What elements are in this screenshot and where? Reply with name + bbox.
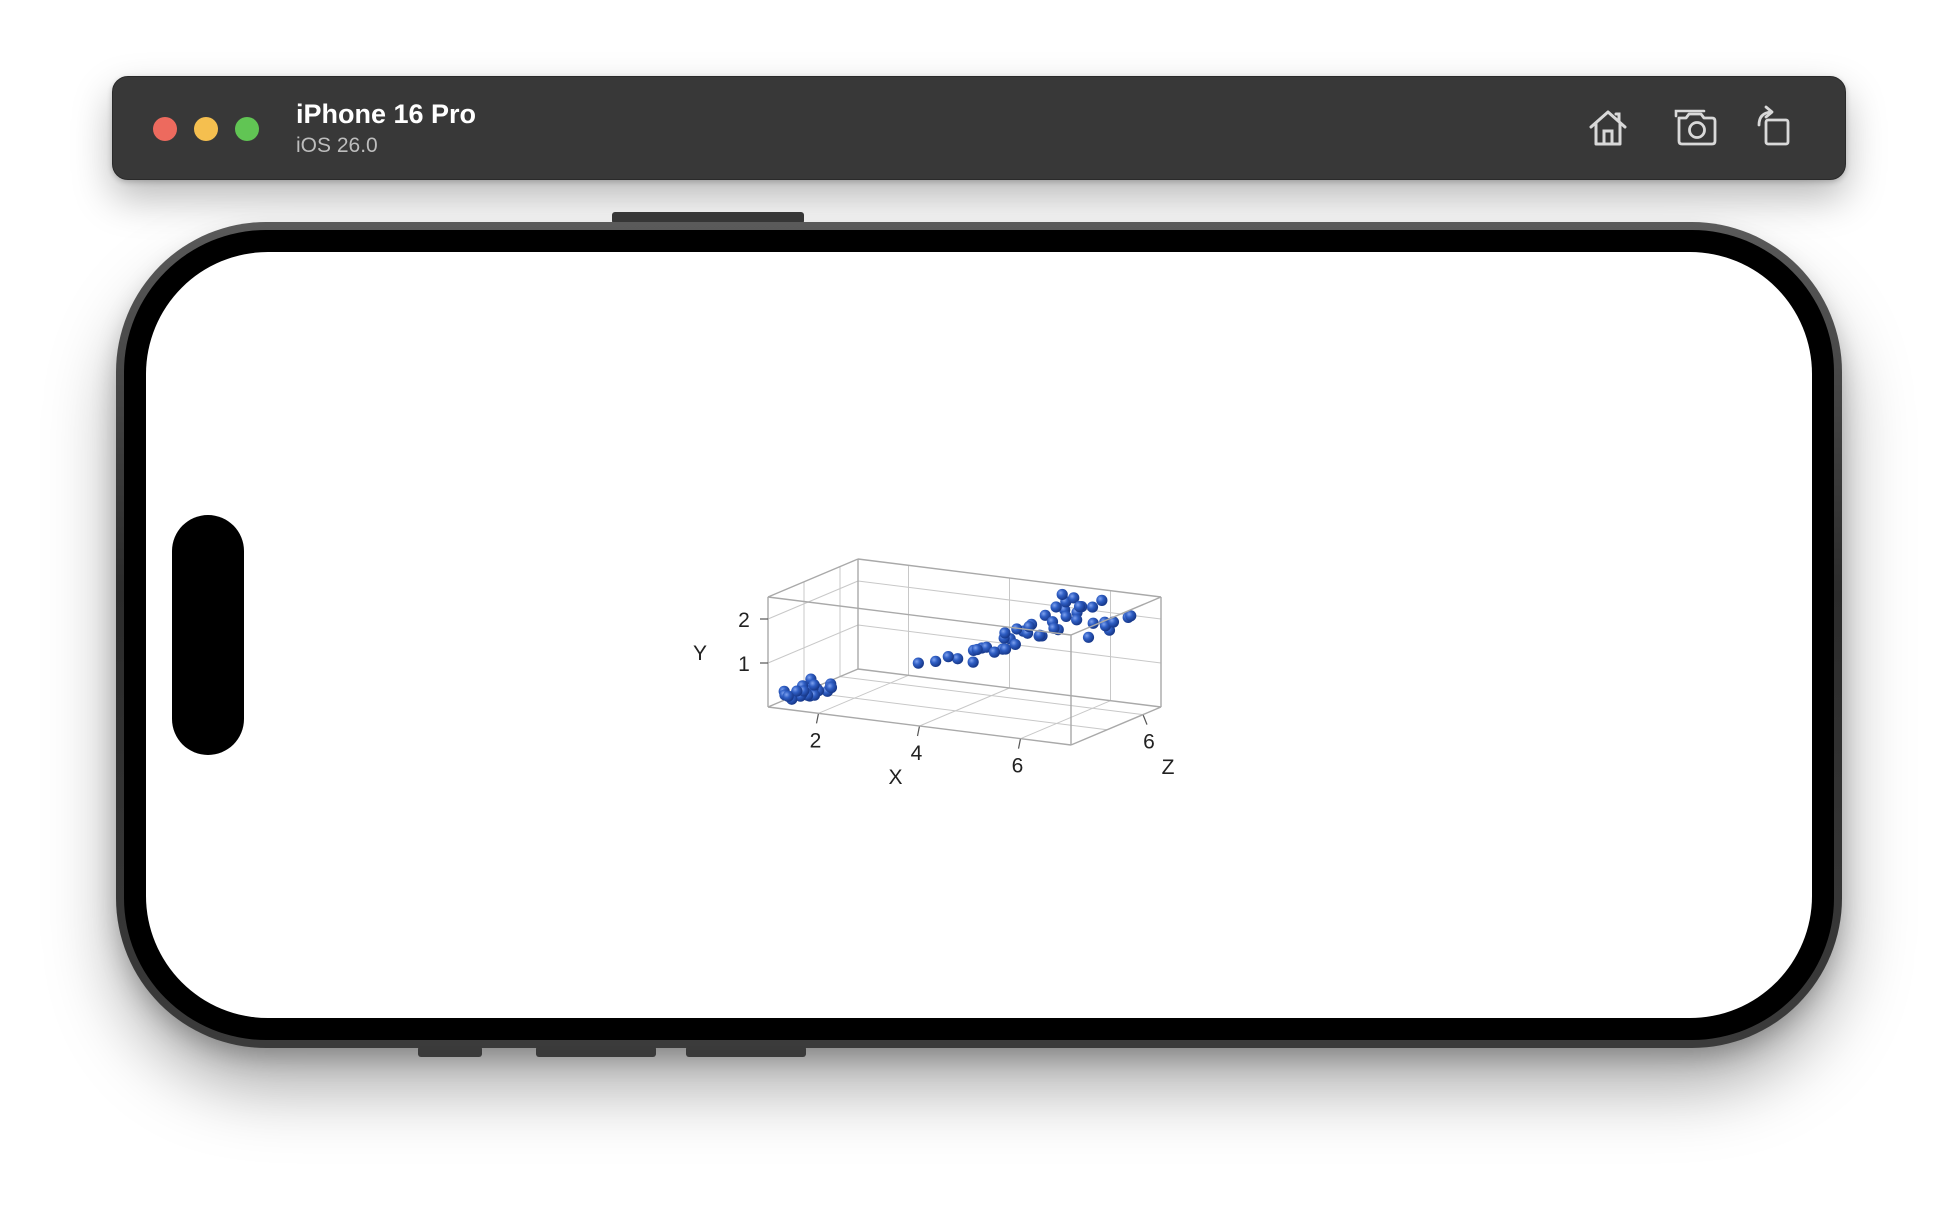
data-point — [791, 685, 803, 697]
data-point — [782, 690, 794, 702]
x-tick — [1017, 738, 1022, 749]
data-point — [952, 653, 964, 665]
box-edge — [767, 558, 859, 598]
data-point — [1125, 610, 1137, 622]
chart-points — [778, 588, 1137, 705]
data-point — [988, 646, 1001, 658]
box-edge — [857, 558, 1162, 598]
box-edge — [767, 596, 1072, 636]
grid-line — [803, 691, 1108, 731]
camera-icon — [1674, 109, 1717, 146]
grid-line — [767, 580, 859, 620]
screenshot-button[interactable] — [1670, 103, 1720, 153]
close-window-button[interactable] — [153, 117, 177, 141]
y-tick-label: 2 — [738, 609, 750, 632]
z-tick-label: 6 — [1143, 731, 1155, 754]
x-tick-label: 6 — [1012, 755, 1024, 778]
box-edge — [1070, 706, 1162, 746]
data-point — [1107, 616, 1120, 628]
grid-line — [818, 674, 909, 714]
data-point — [1034, 629, 1046, 641]
z-tick — [1142, 714, 1148, 725]
data-point — [1050, 601, 1062, 613]
box-edge — [1070, 596, 1162, 636]
box-edge — [767, 706, 1072, 746]
data-point — [971, 643, 983, 656]
data-point — [1068, 592, 1080, 604]
x-tick-label: 2 — [810, 729, 822, 752]
data-point — [1060, 610, 1072, 623]
x-tick — [916, 725, 921, 737]
action-button — [418, 1046, 482, 1057]
rotate-button[interactable] — [1749, 103, 1799, 153]
dynamic-island — [172, 515, 244, 755]
data-point — [1048, 622, 1060, 634]
data-point — [930, 655, 942, 667]
data-point — [1096, 594, 1108, 606]
chart-grid — [767, 558, 1162, 740]
data-point — [967, 656, 979, 668]
data-point — [1073, 600, 1086, 613]
grid-line — [1020, 700, 1111, 740]
volume-up-button — [536, 1046, 656, 1057]
device-name: iPhone 16 Pro — [296, 99, 477, 129]
scatter-3d-chart[interactable]: 2 4 6 1 2 6 X Y Z — [660, 470, 1220, 790]
data-point — [825, 681, 838, 694]
phone-screen[interactable] — [146, 252, 1812, 1018]
y-axis-label: Y — [693, 642, 707, 665]
data-point — [1086, 601, 1099, 613]
grid-line — [767, 624, 859, 664]
grid-line — [839, 676, 1144, 716]
chart-ticks: 2 4 6 1 2 6 — [738, 609, 1155, 778]
x-tick — [815, 713, 820, 724]
data-point — [1087, 617, 1099, 629]
x-axis-label: X — [888, 766, 902, 789]
z-axis-label: Z — [1162, 756, 1175, 779]
minimize-window-button[interactable] — [194, 117, 218, 141]
grid-line — [857, 580, 1162, 620]
volume-down-button — [686, 1046, 806, 1057]
maximize-window-button[interactable] — [235, 117, 259, 141]
data-point — [808, 679, 820, 691]
data-point — [1009, 638, 1021, 651]
data-point — [942, 651, 954, 663]
data-point — [1056, 588, 1068, 601]
data-point — [1082, 631, 1095, 643]
home-button[interactable] — [1583, 103, 1633, 153]
os-version: iOS 26.0 — [296, 134, 378, 157]
data-point — [1000, 643, 1012, 655]
x-tick-label: 4 — [911, 742, 923, 765]
data-point — [1039, 609, 1051, 621]
data-point — [999, 627, 1011, 639]
data-point — [1071, 614, 1083, 626]
power-button-top — [612, 212, 804, 224]
box-edge — [857, 668, 1162, 708]
data-point — [912, 657, 924, 669]
simulator-title-bar: iPhone 16 Pro iOS 26.0 — [112, 76, 1846, 180]
chart-box-front — [767, 596, 1162, 746]
data-point — [1011, 623, 1023, 635]
grid-line — [919, 687, 1010, 727]
y-tick-label: 1 — [738, 653, 750, 676]
chart-canvas: 2 4 6 1 2 6 X Y Z — [693, 558, 1175, 789]
home-icon — [1589, 110, 1627, 146]
rotate-icon — [1757, 105, 1790, 146]
